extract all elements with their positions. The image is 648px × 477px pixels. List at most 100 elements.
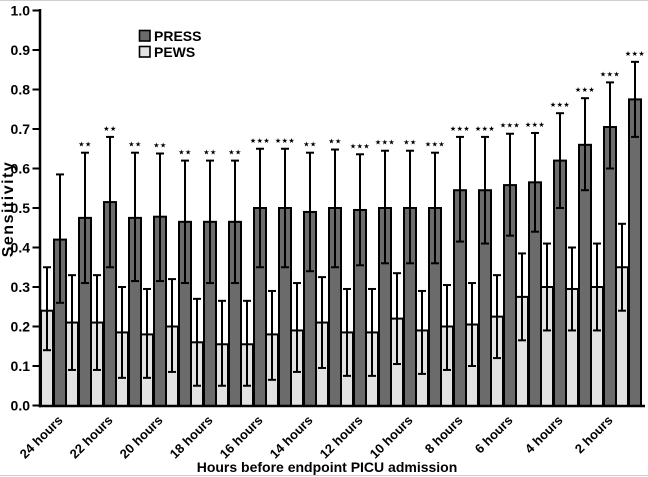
press-errorbar-21h	[131, 151, 139, 283]
x-tick-label-18h: 18 hours	[167, 413, 216, 462]
x-tick-label-16h: 16 hours	[217, 413, 266, 462]
significance-21h: ★★	[128, 141, 142, 149]
pews-errorbar-1h	[618, 222, 626, 312]
y-tick-label-1.0: 1.0	[11, 3, 31, 19]
significance-6h: ★★★	[500, 122, 520, 130]
significance-14h: ★★	[303, 141, 317, 149]
pews-errorbar-19h	[168, 278, 176, 373]
pews-errorbar-15h	[268, 289, 276, 381]
significance-17h: ★★	[228, 149, 242, 157]
significance-4h: ★★★	[550, 101, 570, 109]
pews-errorbar-7h	[468, 282, 476, 367]
significance-13h: ★★	[328, 138, 342, 146]
significance-23h: ★★	[78, 141, 92, 149]
significance-18h: ★★	[203, 149, 217, 157]
press-errorbar-5h	[531, 131, 539, 233]
press-errorbar-1h	[631, 60, 639, 138]
press-errorbar-23h	[81, 151, 89, 285]
pews-errorbar-20h	[143, 287, 151, 379]
significance-11h: ★★★	[375, 139, 395, 147]
y-axis-ticks: 0.0 0.1 0.2 0.3 0.4 0.5 0.6 0.7 0.8 0.9 1.0	[11, 3, 40, 414]
x-tick-label-12h: 12 hours	[317, 413, 366, 462]
x-tick-label-20h: 20 hours	[117, 413, 166, 462]
y-axis-title: Sensitivity	[0, 161, 17, 258]
x-tick-label-14h: 14 hours	[267, 413, 316, 462]
significance-16h: ★★★	[250, 137, 270, 145]
pews-errorbar-11h	[368, 287, 376, 377]
press-errorbar-9h	[431, 151, 439, 265]
pews-errorbar-12h	[343, 287, 351, 377]
y-tick-label-0.9: 0.9	[11, 42, 31, 58]
legend: PRESS PEWS	[138, 28, 201, 60]
error-bars	[43, 60, 639, 387]
pews-errorbar-5h	[518, 252, 526, 342]
pews-errorbar-24h	[43, 266, 51, 352]
y-tick-label-0.8: 0.8	[11, 82, 31, 98]
x-axis-labels: 24 hours 22 hours 20 hours 18 hours 16 hours…	[17, 413, 616, 462]
press-bar-1h	[628, 98, 642, 407]
press-errorbar-2h	[606, 81, 614, 170]
pews-legend-swatch	[138, 45, 151, 58]
x-tick-label-6h: 6 hours	[472, 413, 516, 457]
press-errorbar-11h	[381, 149, 389, 265]
pews-legend-label: PEWS	[154, 44, 195, 60]
pews-errorbar-3h	[568, 246, 576, 332]
pews-errorbar-13h	[318, 276, 326, 369]
significance-20h: ★★	[153, 141, 167, 149]
pews-errorbar-23h	[68, 274, 76, 371]
y-tick-label-0.7: 0.7	[11, 121, 31, 137]
x-tick-label-24h: 24 hours	[17, 413, 66, 462]
significance-7h: ★★★	[475, 125, 495, 133]
press-errorbar-16h	[256, 147, 264, 269]
significance-markers: ★★★★★★ ★★★★ ★★ ★★★★★ ★★★ ★★ ★★★★★ ★★★ ★★ ★★★★★★ ★★…	[78, 50, 645, 157]
pews-errorbar-22h	[93, 274, 101, 371]
significance-8h: ★★★	[450, 125, 470, 133]
press-errorbar-20h	[156, 152, 164, 283]
press-errorbar-7h	[481, 135, 489, 245]
press-errorbar-19h	[181, 159, 189, 285]
significance-15h: ★★★	[275, 137, 295, 145]
press-errorbar-24h	[56, 173, 64, 304]
significance-1h: ★★★	[625, 50, 645, 58]
pews-errorbar-9h	[418, 289, 426, 375]
pews-errorbar-21h	[118, 286, 126, 379]
y-tick-label-0.6: 0.6	[11, 161, 31, 177]
y-tick-label-0.5: 0.5	[11, 200, 31, 216]
y-tick-label-0.2: 0.2	[11, 319, 31, 335]
x-tick-label-22h: 22 hours	[67, 413, 116, 462]
significance-22h: ★★	[103, 125, 117, 133]
press-errorbar-8h	[456, 135, 464, 243]
press-errorbar-4h	[556, 112, 564, 209]
pews-errorbar-8h	[443, 284, 451, 371]
y-tick-label-0.1: 0.1	[11, 358, 31, 374]
pews-errorbar-6h	[493, 274, 501, 360]
press-legend-swatch	[138, 29, 151, 42]
press-errorbar-6h	[506, 132, 514, 237]
press-errorbar-13h	[331, 148, 339, 269]
x-tick-label-10h: 10 hours	[367, 413, 416, 462]
y-tick-label-0.0: 0.0	[11, 398, 31, 414]
press-errorbar-12h	[356, 153, 364, 267]
pews-errorbar-16h	[243, 299, 251, 387]
significance-12h: ★★★	[350, 142, 370, 150]
press-errorbar-10h	[406, 149, 414, 265]
pews-errorbar-4h	[543, 242, 551, 332]
y-tick-label-0.3: 0.3	[11, 279, 31, 295]
pews-errorbar-10h	[393, 272, 401, 366]
pews-errorbar-18h	[193, 297, 201, 387]
press-errorbar-17h	[231, 159, 239, 285]
x-axis-title: Hours before endpoint PICU admission	[197, 459, 458, 475]
significance-5h: ★★★	[525, 121, 545, 129]
axes	[38, 9, 645, 408]
press-legend-label: PRESS	[154, 28, 201, 44]
significance-3h: ★★★	[575, 86, 595, 94]
press-errorbar-15h	[281, 147, 289, 269]
press-errorbar-18h	[206, 159, 214, 285]
press-errorbar-3h	[581, 97, 589, 192]
press-errorbar-22h	[106, 135, 114, 269]
pews-errorbar-2h	[593, 242, 601, 332]
x-tick-label-2h: 2 hours	[572, 413, 616, 457]
y-tick-label-0.4: 0.4	[11, 240, 31, 256]
